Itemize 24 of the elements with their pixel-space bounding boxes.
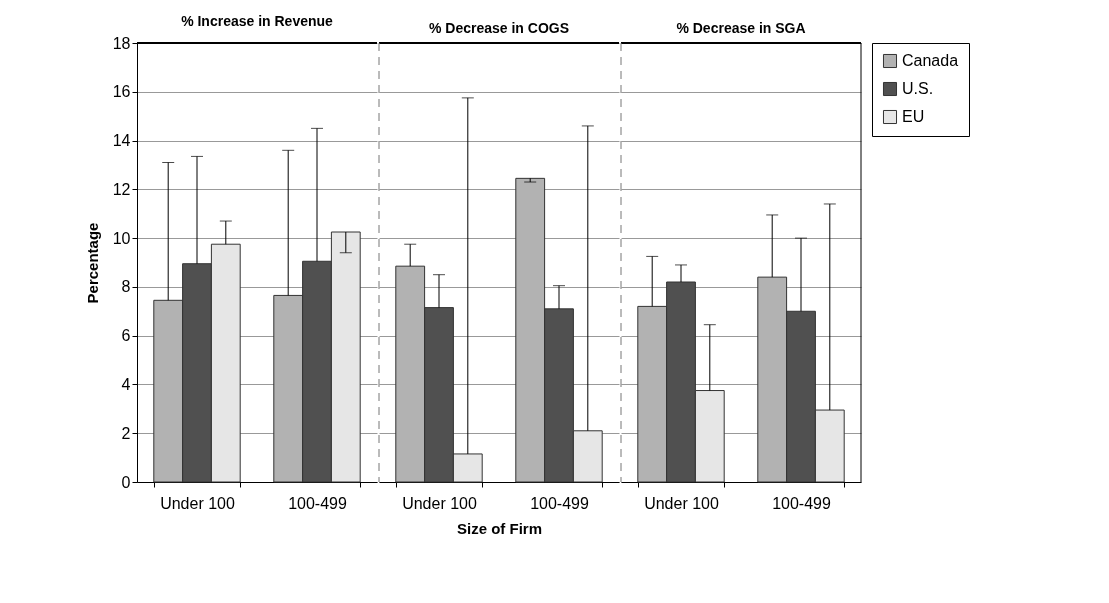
legend-label: U.S. (902, 80, 934, 97)
y-axis-title: Percentage (83, 222, 101, 304)
chart-title: % Decrease in COGS (428, 20, 570, 36)
x-tick-label: 100-499 (530, 494, 589, 512)
y-tick-label: 18 (112, 34, 131, 52)
x-tick-label: Under 100 (644, 494, 719, 512)
chart-title: % Decrease in SGA (676, 20, 806, 36)
x-tick-label: Under 100 (402, 494, 477, 512)
x-axis-title: Size of Firm (456, 519, 543, 537)
y-tick-label: 0 (121, 473, 131, 491)
y-tick-label: 4 (121, 375, 131, 393)
y-tick-label: 12 (112, 180, 131, 198)
x-tick-label: Under 100 (160, 494, 235, 512)
y-tick-label: 10 (112, 229, 131, 247)
y-tick-label: 16 (112, 83, 131, 101)
chart-title: % Increase in Revenue (181, 13, 334, 29)
y-tick-label: 14 (112, 132, 131, 150)
x-tick-label: 100-499 (288, 494, 347, 512)
x-tick-label: 100-499 (772, 494, 831, 512)
y-tick-label: 6 (121, 327, 131, 345)
y-tick-label: 2 (121, 424, 131, 442)
legend-label: EU (902, 108, 925, 125)
legend-label: Canada (902, 52, 959, 69)
y-tick-label: 8 (121, 278, 131, 296)
